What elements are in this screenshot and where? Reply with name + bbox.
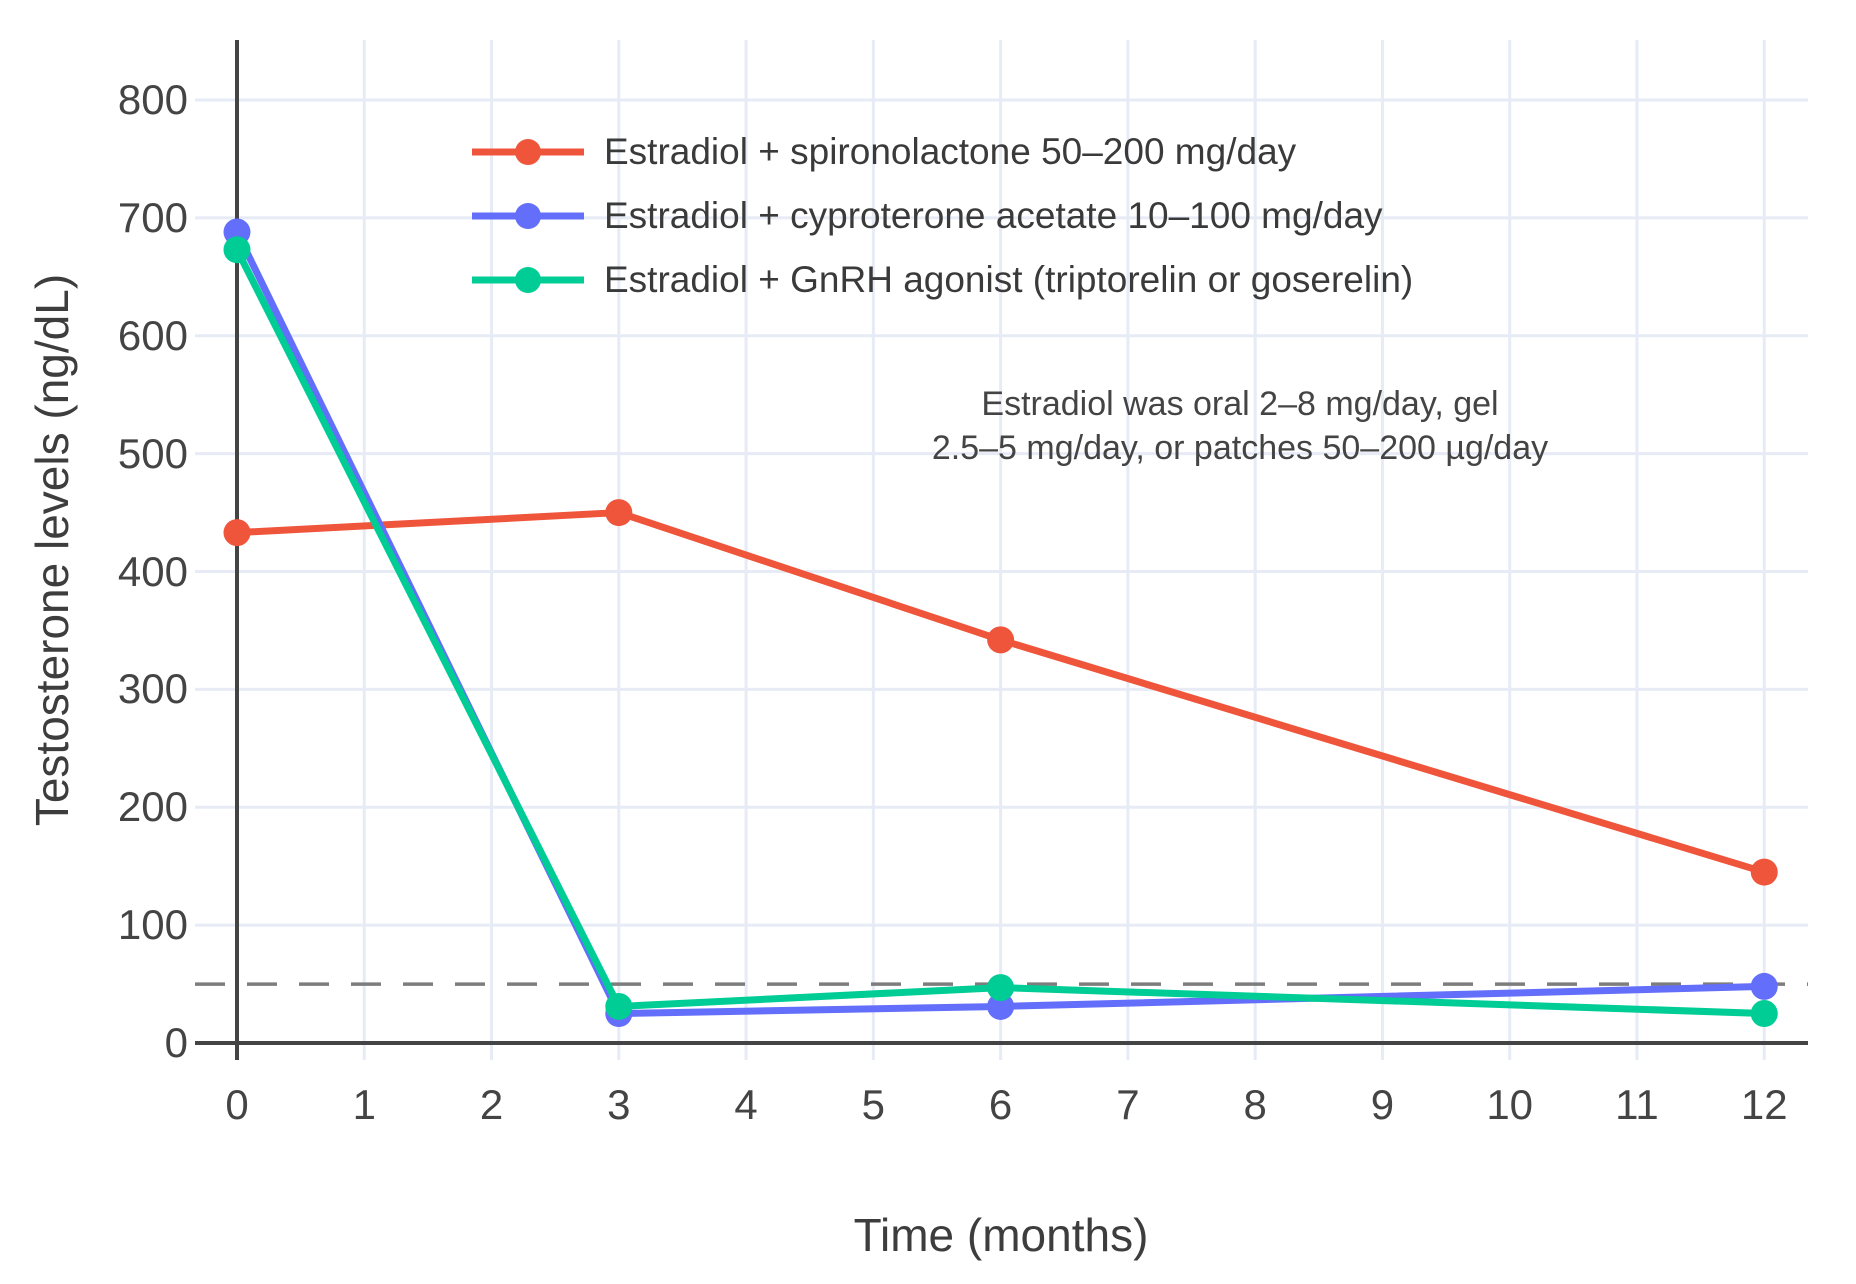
x-tick-label: 0 [225,1081,249,1128]
x-tick-label: 11 [1615,1081,1659,1128]
data-point-cyproterone-acetate [1750,972,1778,1000]
x-tick-label: 7 [1116,1081,1140,1128]
legend-item-gnrh[interactable]: Estradiol + GnRH agonist (triptorelin or… [470,248,1413,312]
series-line-gnrh-agonist [233,246,1768,1018]
y-tick-label: 700 [117,193,188,241]
y-tick-label: 200 [117,783,188,831]
legend-marker-spironolactone [472,139,584,165]
legend-label-spironolactone: Estradiol + spironolactone 50–200 mg/day [604,131,1297,172]
y-tick-label: 0 [164,1019,188,1066]
y-tick-label: 100 [117,901,188,949]
legend-marker-gnrh [472,267,584,293]
data-point-spironolactone [987,626,1015,654]
x-tick-label: 9 [1370,1081,1395,1128]
x-tick-label: 12 [1740,1081,1788,1128]
y-tick-label: 300 [117,665,188,713]
annotation-line-2: 2.5–5 mg/day, or patches 50–200 µg/day [931,429,1549,467]
y-tick-label: 800 [117,76,188,123]
y-axis-title: Testosterone levels (ng/dL) [26,273,78,827]
x-tick-label: 2 [479,1081,504,1128]
data-point-cyproterone-acetate [987,992,1015,1020]
x-tick-label: 5 [861,1081,886,1128]
x-axis-title: Time (months) [853,1209,1149,1261]
legend-item-spironolactone[interactable]: Estradiol + spironolactone 50–200 mg/day [470,120,1413,184]
y-tick-label: 400 [117,547,188,595]
chart-annotation: Estradiol was oral 2–8 mg/day, gel 2.5–5… [840,382,1640,470]
data-point-spironolactone [605,499,633,527]
annotation-line-1: Estradiol was oral 2–8 mg/day, gel [981,385,1499,423]
data-point-spironolactone [1750,858,1778,886]
y-tick-label: 600 [117,311,188,359]
x-tick-label: 10 [1486,1081,1534,1128]
x-tick-label: 6 [988,1081,1013,1128]
data-point-spironolactone [223,519,251,547]
y-tick-label: 500 [117,429,188,477]
legend-item-cyproterone[interactable]: Estradiol + cyproterone acetate 10–100 m… [470,184,1413,248]
x-tick-label: 8 [1243,1081,1267,1128]
data-point-gnrh-agonist [987,974,1015,1002]
x-tick-label: 3 [607,1081,631,1128]
legend-label-gnrh: Estradiol + GnRH agonist (triptorelin or… [604,259,1414,300]
x-tick-label: 4 [734,1081,758,1128]
series-line-spironolactone [233,509,1768,876]
legend: Estradiol + spironolactone 50–200 mg/day… [470,120,1413,312]
x-tick-label: 1 [352,1081,376,1128]
legend-label-cyproterone: Estradiol + cyproterone acetate 10–100 m… [604,195,1383,236]
data-point-gnrh-agonist [223,236,251,264]
legend-marker-cyproterone [472,203,584,229]
data-point-gnrh-agonist [1750,1000,1778,1028]
data-point-gnrh-agonist [605,992,633,1020]
